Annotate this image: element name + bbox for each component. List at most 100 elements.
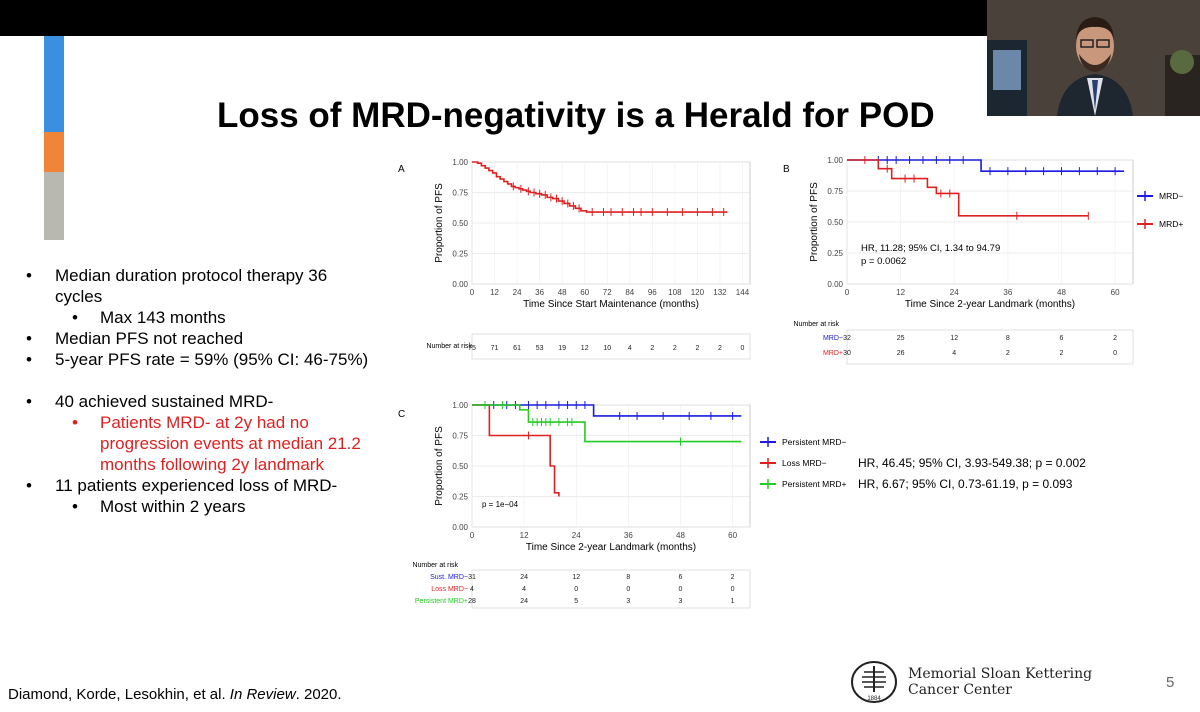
legend-label: MRD−	[1159, 191, 1183, 201]
citation-year: . 2020.	[295, 686, 342, 703]
risk-table-frame	[471, 333, 751, 360]
x-tick-label: 48	[1057, 288, 1066, 297]
bullet-dot: •	[72, 308, 78, 327]
risk-value: 0	[679, 586, 683, 593]
risk-value: 6	[679, 574, 683, 581]
risk-value: 61	[513, 345, 521, 352]
chart-annotation: p = 1e−04	[482, 500, 519, 509]
legend-stats: HR, 6.67; 95% CI, 0.73-61.19, p = 0.093	[858, 477, 1073, 491]
chart-annotation: p = 0.0062	[861, 256, 906, 267]
citation-authors: Diamond, Korde, Lesokhin, et al.	[8, 686, 226, 703]
bullet-text: Median duration protocol therapy 36	[55, 266, 328, 285]
x-tick-label: 24	[513, 288, 522, 297]
risk-value: 2	[650, 345, 654, 352]
x-tick-label: 60	[728, 531, 737, 540]
risk-value: 32	[843, 335, 851, 342]
bullet-dot: •	[26, 392, 32, 411]
bullet-text: Max 143 months	[100, 308, 226, 327]
x-tick-label: 60	[580, 288, 589, 297]
risk-table-label: Number at risk	[412, 562, 458, 569]
series-line	[847, 159, 1089, 217]
y-tick-label: 0.25	[452, 250, 468, 259]
slide-title: Loss of MRD-negativity is a Herald for P…	[217, 96, 935, 135]
chart-annotation: HR, 11.28; 95% CI, 1.34 to 94.79	[861, 243, 1000, 254]
series-line	[472, 404, 560, 497]
risk-row-name: Sust. MRD−	[430, 574, 468, 581]
y-tick-label: 0.50	[827, 218, 843, 227]
x-tick-label: 132	[713, 288, 727, 297]
bullet-text: Median PFS not reached	[55, 329, 244, 348]
x-tick-label: 96	[648, 288, 657, 297]
y-axis-label: Proportion of PFS	[809, 182, 820, 262]
legend-label: Persistent MRD+	[782, 479, 847, 489]
risk-value: 28	[468, 598, 476, 605]
bullet-dot: •	[26, 350, 32, 369]
risk-value: 24	[520, 598, 528, 605]
x-tick-label: 36	[535, 288, 544, 297]
bullet-line: • 40 achieved sustained MRD-	[26, 391, 396, 412]
bullet-dot: •	[72, 413, 78, 432]
risk-value: 1	[731, 598, 735, 605]
risk-value: 25	[897, 335, 905, 342]
risk-value: 12	[572, 574, 580, 581]
bullet-line: • Max 143 months	[26, 307, 396, 328]
y-tick-label: 0.50	[452, 462, 468, 471]
risk-value: 19	[558, 345, 566, 352]
x-tick-label: 48	[558, 288, 567, 297]
legend-label: Persistent MRD−	[782, 437, 847, 447]
bullet-text: 11 patients experienced loss of MRD-	[55, 476, 338, 495]
bullet-text: 5-year PFS rate = 59% (95% CI: 46-75%)	[55, 350, 369, 369]
legend-label: Loss MRD−	[782, 458, 827, 468]
bullet-line: • Patients MRD- at 2y had no	[26, 412, 396, 433]
risk-value: 31	[468, 574, 476, 581]
bullet-line: progression events at median 21.2	[26, 433, 396, 454]
bullet-dot: •	[72, 497, 78, 516]
risk-value: 4	[470, 586, 474, 593]
risk-table-label: Number at risk	[793, 321, 839, 328]
risk-row-name: Loss MRD−	[431, 586, 468, 593]
x-tick-label: 12	[490, 288, 499, 297]
series-line	[472, 404, 742, 417]
risk-value: 8	[626, 574, 630, 581]
bullet-text: Most within 2 years	[100, 497, 246, 516]
y-tick-label: 0.50	[452, 219, 468, 228]
panel-label: B	[783, 164, 790, 175]
risk-value: 71	[491, 345, 499, 352]
y-axis-label: Proportion of PFS	[434, 426, 445, 506]
x-axis-label: Time Since Start Maintenance (months)	[523, 299, 699, 310]
risk-value: 3	[626, 598, 630, 605]
bullet-dot: •	[26, 476, 32, 495]
institution-name: Memorial Sloan Kettering Cancer Center	[908, 666, 1092, 698]
risk-value: 53	[536, 345, 544, 352]
risk-value: 26	[897, 350, 905, 357]
x-tick-label: 108	[668, 288, 682, 297]
risk-value: 2	[731, 574, 735, 581]
y-tick-label: 1.00	[827, 156, 843, 165]
bullet-line: cycles	[26, 286, 396, 307]
x-tick-label: 12	[896, 288, 905, 297]
y-axis-label: Proportion of PFS	[434, 183, 445, 263]
risk-value: 4	[628, 345, 632, 352]
risk-value: 0	[626, 586, 630, 593]
x-tick-label: 144	[736, 288, 750, 297]
risk-table-label: Number at risk	[426, 343, 472, 350]
risk-value: 75	[468, 345, 476, 352]
x-tick-label: 48	[676, 531, 685, 540]
institution-line-1: Memorial Sloan Kettering	[908, 666, 1093, 682]
risk-row-name: MRD+	[823, 350, 843, 357]
speaker-video-thumbnail[interactable]	[987, 0, 1200, 116]
risk-row-name: Persistent MRD+	[415, 598, 468, 605]
risk-value: 4	[522, 586, 526, 593]
bullet-line	[26, 370, 396, 391]
risk-value: 12	[950, 335, 958, 342]
series-line	[472, 404, 742, 443]
x-tick-label: 72	[603, 288, 612, 297]
chart-panel-a: A0.000.250.500.751.000 12 24 36 48 60 72 84 96 10…	[398, 158, 751, 360]
series-line	[472, 161, 728, 213]
x-tick-label: 12	[520, 531, 529, 540]
x-tick-label: 84	[625, 288, 634, 297]
risk-value: 10	[603, 345, 611, 352]
x-tick-label: 0	[470, 288, 475, 297]
